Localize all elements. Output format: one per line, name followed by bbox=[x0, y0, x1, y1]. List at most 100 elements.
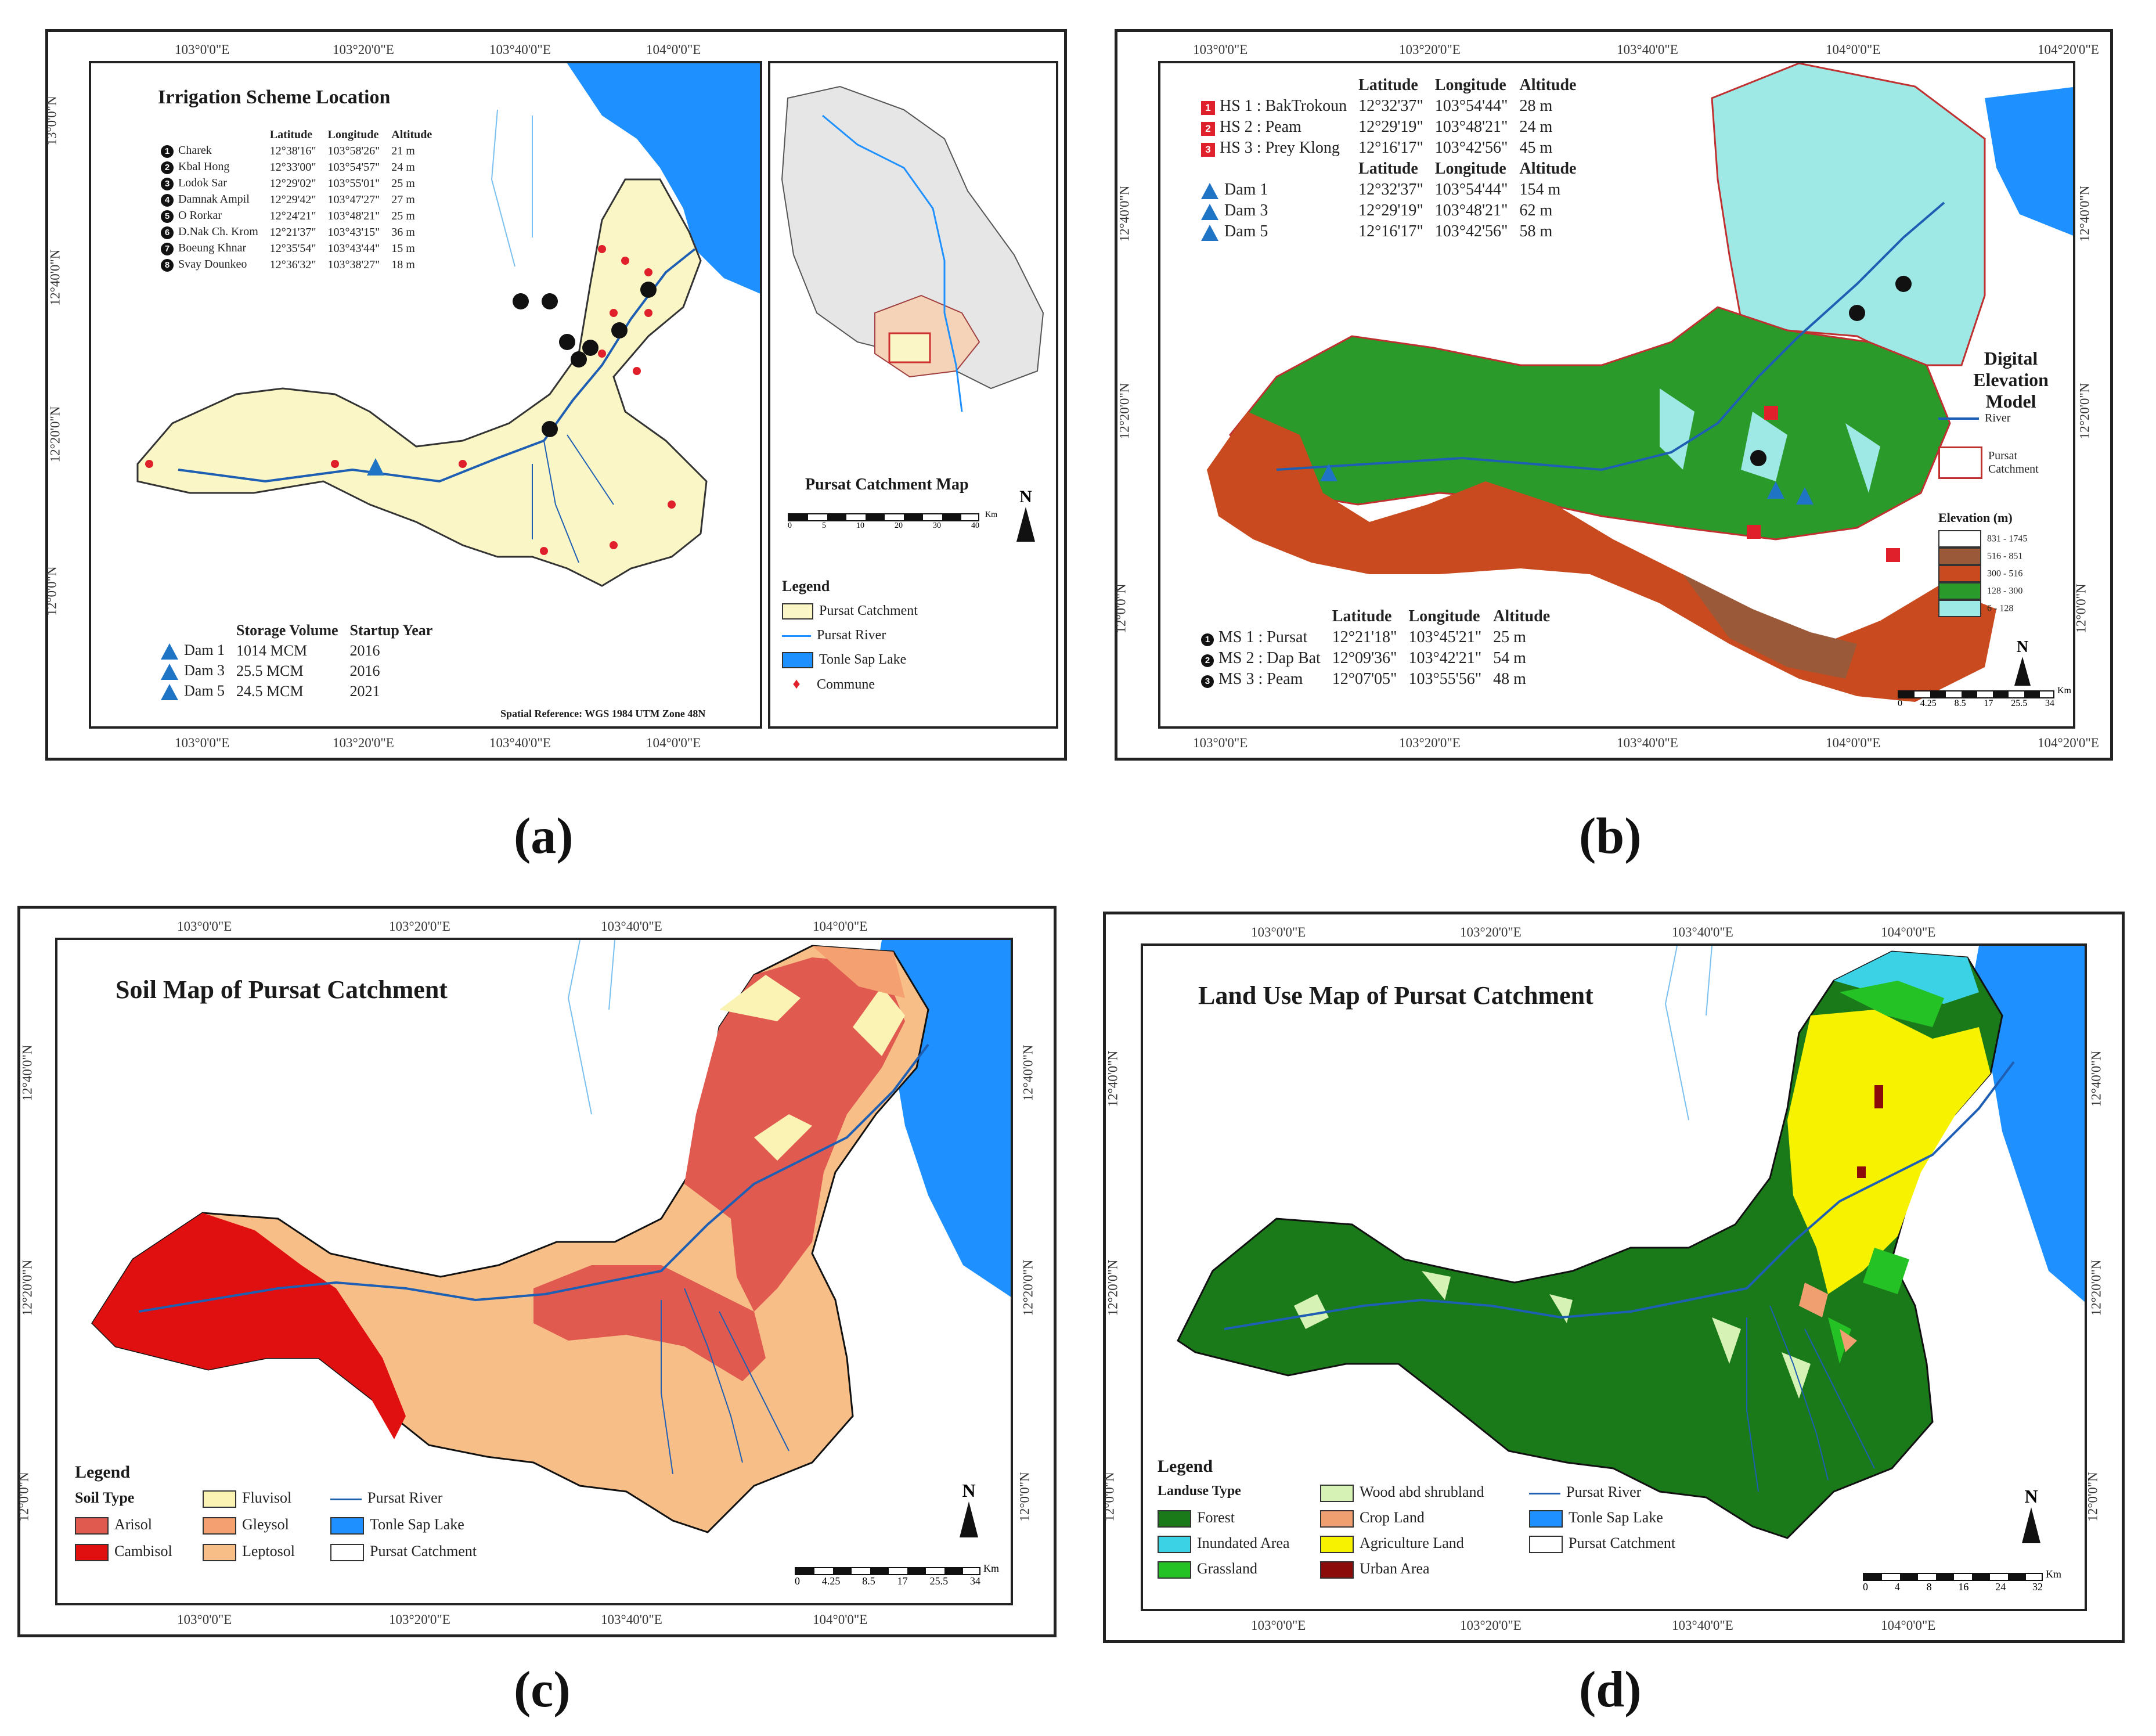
lon-cell: 103°55'56" bbox=[1408, 670, 1482, 688]
legend-swatch bbox=[782, 635, 811, 637]
legend-item: Tonle Sap Lake bbox=[782, 647, 918, 672]
lon-tick: 103°20'0"E bbox=[389, 919, 450, 934]
table-row: 3 HS 3 : Prey Klong 12°16'17" 103°42'56" 45 … bbox=[1195, 138, 1582, 159]
commune-marker bbox=[610, 309, 618, 317]
scale-unit: Km bbox=[985, 510, 997, 519]
table-row: 6 D.Nak Ch. Krom 12°21'37" 103°43'15" 36 m bbox=[155, 224, 438, 240]
volume-cell: 25.5 MCM bbox=[236, 662, 304, 679]
lat-cell: 12°38'16" bbox=[269, 144, 316, 157]
scheme-marker bbox=[640, 282, 657, 298]
hs-marker bbox=[1886, 548, 1900, 562]
scale-label: 25.5 bbox=[2011, 698, 2028, 708]
station-name: HS 1 : BakTrokoun bbox=[1220, 97, 1347, 115]
north-label: N bbox=[962, 1480, 976, 1501]
caption-c: (c) bbox=[514, 1662, 571, 1718]
table-row: 5 O Rorkar 12°24'21" 103°48'21" 25 m bbox=[155, 208, 438, 224]
dam-name: Dam 3 bbox=[184, 662, 225, 679]
north-arrow-icon bbox=[2014, 657, 2031, 686]
legend-swatch bbox=[1529, 1510, 1563, 1528]
lon-tick: 104°0'0"E bbox=[1826, 42, 1881, 57]
lon-tick: 103°20'0"E bbox=[1460, 1618, 1522, 1633]
legend-title: Legend bbox=[782, 578, 830, 595]
legend-swatch bbox=[1938, 530, 1981, 548]
ms-marker bbox=[1750, 450, 1766, 466]
lon-tick: 103°0'0"E bbox=[177, 919, 232, 934]
legend-swatch bbox=[1529, 1492, 1560, 1494]
north-label: N bbox=[2016, 638, 2029, 656]
hs-number-badge: 1 bbox=[1201, 101, 1215, 115]
scale-bar: 0 4.25 8.5 17 25.5 34 bbox=[795, 1567, 980, 1587]
scale-label: 4.25 bbox=[821, 1575, 841, 1587]
lat-tick: 12°20'0"N bbox=[1117, 383, 1132, 440]
alt-cell: 25 m bbox=[391, 177, 415, 190]
inset-title: Pursat Catchment Map bbox=[805, 476, 969, 494]
legend-item: 516 - 851 bbox=[1938, 548, 2040, 565]
scheme-number-badge: 5 bbox=[161, 210, 174, 223]
lat-tick: 12°40'0"N bbox=[2077, 185, 2092, 242]
col-header: Latitude bbox=[1358, 160, 1418, 178]
alt-cell: 48 m bbox=[1493, 670, 1526, 688]
alt-cell: 36 m bbox=[391, 225, 415, 239]
col-header: Altitude bbox=[391, 128, 432, 141]
scheme-marker bbox=[571, 351, 587, 368]
table-row: 1 Charek 12°38'16" 103°58'26" 21 m bbox=[155, 143, 438, 159]
lat-tick: 12°0'0"N bbox=[1017, 1472, 1032, 1522]
legend-swatch bbox=[1158, 1510, 1191, 1528]
col-header: Storage Volume bbox=[236, 622, 338, 639]
scale-label: 0 bbox=[795, 1575, 800, 1587]
north-arrow-icon bbox=[2022, 1507, 2040, 1543]
commune-icon: ♦ bbox=[792, 675, 801, 692]
col-header: Longitude bbox=[1434, 160, 1506, 178]
scheme-markers bbox=[513, 282, 657, 437]
lat-cell: 12°24'21" bbox=[269, 209, 316, 222]
station-name: MS 1 : Pursat bbox=[1218, 628, 1308, 646]
dam-name: Dam 1 bbox=[1224, 181, 1268, 199]
lat-cell: 12°29'19" bbox=[1358, 118, 1423, 136]
scale-unit: Km bbox=[2057, 686, 2071, 696]
soil-map bbox=[91, 940, 1011, 1533]
lon-tick: 103°40'0"E bbox=[1617, 42, 1678, 57]
scale-label: 34 bbox=[2045, 698, 2054, 708]
legend-label: 128 - 300 bbox=[1987, 586, 2023, 596]
legend-swatch bbox=[1938, 565, 1981, 582]
dem-lowland-patches bbox=[1660, 388, 1880, 493]
station-name: MS 3 : Peam bbox=[1218, 670, 1303, 688]
lat-tick: 12°0'0"N bbox=[1102, 1472, 1117, 1522]
table-row: Dam 3 25.5 MCM 2016 bbox=[155, 661, 438, 681]
legend-swatch bbox=[330, 1517, 364, 1535]
lon-tick: 104°0'0"E bbox=[646, 42, 701, 57]
landuse-urban bbox=[1857, 1085, 1883, 1178]
landuse-map bbox=[1177, 946, 2085, 1539]
alt-cell: 25 m bbox=[1493, 628, 1526, 646]
panel-b: 103°0'0"E 103°20'0"E 103°40'0"E 104°0'0"… bbox=[1114, 29, 2113, 761]
scheme-marker bbox=[513, 293, 529, 309]
scheme-number-badge: 2 bbox=[161, 161, 174, 174]
scale-bar: 0 4.25 8.5 17 25.5 34 bbox=[1898, 690, 2054, 709]
station-name: HS 3 : Prey Klong bbox=[1220, 139, 1340, 157]
dem-band-516 bbox=[1683, 574, 1857, 679]
landuse-legend: Legend Landuse Type Wood abd shrubland P… bbox=[1158, 1457, 1738, 1579]
hs-number-badge: 2 bbox=[1201, 122, 1215, 136]
lat-tick: 12°0'0"N bbox=[16, 1472, 31, 1522]
legend-item: Tonle Sap Lake bbox=[330, 1516, 481, 1535]
lon-tick: 103°40'0"E bbox=[1672, 925, 1733, 939]
lat-cell: 12°09'36" bbox=[1332, 649, 1397, 667]
lon-tick: 104°20'0"E bbox=[2038, 736, 2099, 750]
legend-swatch bbox=[1320, 1510, 1354, 1528]
soil-type-heading: Soil Type bbox=[75, 1489, 135, 1506]
station-name: HS 2 : Peam bbox=[1220, 118, 1301, 136]
legend-item: Pursat River bbox=[1529, 1483, 1715, 1502]
lat-tick: 12°20'0"N bbox=[48, 406, 63, 463]
stream bbox=[491, 109, 533, 267]
col-header: Startup Year bbox=[349, 622, 433, 639]
legend-swatch bbox=[203, 1544, 236, 1562]
legend-item: 831 - 1745 bbox=[1938, 530, 2040, 548]
panel-d: 103°0'0"E 103°20'0"E 103°40'0"E 104°0'0"… bbox=[1102, 912, 2125, 1643]
col-header: Latitude bbox=[269, 128, 313, 141]
lat-cell: 12°29'02" bbox=[269, 177, 316, 190]
table-row: Dam 1 1014 MCM 2016 bbox=[155, 640, 438, 661]
table-row: Dam 1 12°32'37" 103°54'44" 154 m bbox=[1195, 179, 1582, 200]
lon-tick: 103°0'0"E bbox=[1251, 925, 1306, 939]
legend-swatch bbox=[1320, 1536, 1354, 1554]
legend-swatch bbox=[782, 652, 813, 669]
